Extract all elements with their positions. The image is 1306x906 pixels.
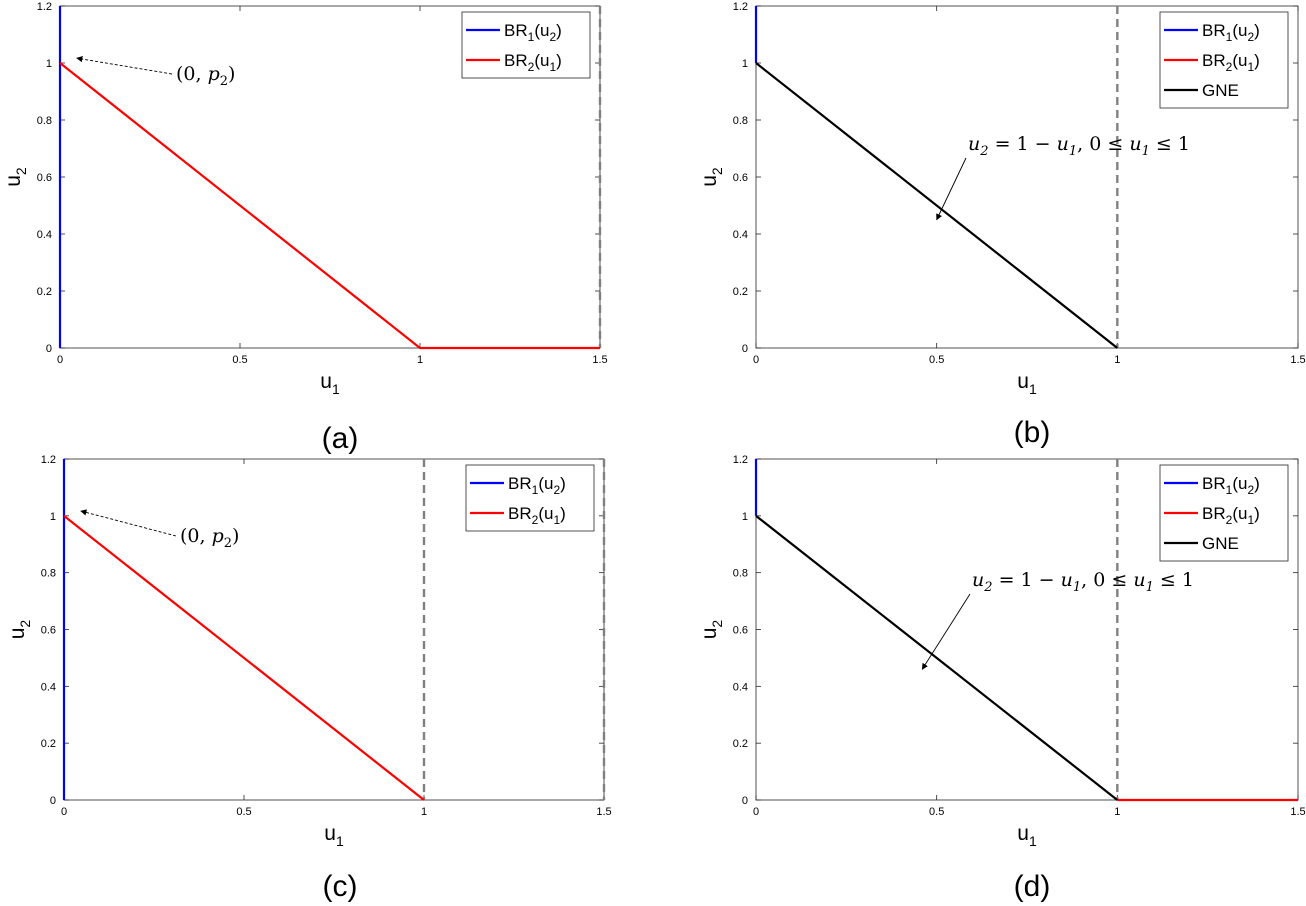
x-tick-label: 1.5 xyxy=(596,806,611,818)
legend-entry: BR1(u2) xyxy=(1202,474,1260,497)
series-line-gne xyxy=(755,62,1119,349)
panel-b: 0 0.5 1 1.5 0 0.2 0.4 0.6 0.8 1 1.2 u1 u2 BR1(u2) BR2(… xyxy=(698,1,1306,449)
y-tick-label: 0.2 xyxy=(733,286,748,298)
legend-entry: BR2(u1) xyxy=(1202,51,1260,74)
legend-entry: BR1(u2) xyxy=(1202,21,1260,44)
panel-c: 0 0.5 1 1.5 0 0.2 0.4 0.6 0.8 1 1.2 u1 u2 BR1(u2) BR2(… xyxy=(6,454,612,903)
x-tick-label: 0 xyxy=(753,354,759,366)
series-line-br2-u1- xyxy=(59,62,600,350)
x-tick-label: 0.5 xyxy=(236,806,251,818)
panel-caption: (c) xyxy=(323,870,358,903)
series-line-gne xyxy=(755,514,1119,801)
legend-entry: BR2(u1) xyxy=(504,51,562,74)
y-axis-label: u2 xyxy=(698,167,725,187)
legend-entry: BR2(u1) xyxy=(1202,504,1260,527)
y-tick-label: 0.2 xyxy=(41,738,56,750)
y-tick-label: 0.4 xyxy=(733,229,748,241)
y-tick-label: 0.6 xyxy=(37,172,52,184)
y-tick-label: 0 xyxy=(742,343,748,355)
y-axis-label: u2 xyxy=(698,620,725,640)
y-tick-label: 0.8 xyxy=(733,115,748,127)
legend-entry: GNE xyxy=(1202,81,1239,100)
panel-a: 0 0.5 1 1.5 0 0.2 0.4 0.6 0.8 1 1.2 u1 u2 BR1(u2) BR2(… xyxy=(2,1,608,455)
x-tick-label: 0 xyxy=(61,806,67,818)
x-tick-label: 1 xyxy=(1114,806,1120,818)
x-tick-label: 1 xyxy=(417,354,423,366)
y-tick-label: 0.4 xyxy=(733,681,748,693)
y-tick-label: 0.6 xyxy=(41,625,56,637)
x-axis-label: u1 xyxy=(320,370,340,397)
x-tick-label: 0 xyxy=(57,354,63,366)
y-tick-label: 0 xyxy=(46,343,52,355)
legend-entry: BR1(u2) xyxy=(508,474,566,497)
legend-entry: BR1(u2) xyxy=(504,21,562,44)
y-tick-label: 1 xyxy=(50,511,56,523)
x-tick-label: 1 xyxy=(1114,354,1120,366)
panel-caption: (d) xyxy=(1014,870,1051,903)
panel-d: 0 0.5 1 1.5 0 0.2 0.4 0.6 0.8 1 1.2 u1 u2 BR1(u2) BR2(… xyxy=(698,454,1306,903)
x-axis-label: u1 xyxy=(1017,370,1037,397)
y-tick-label: 1.2 xyxy=(733,1,748,13)
y-tick-label: 1 xyxy=(46,58,52,70)
annotation-arrow xyxy=(76,55,173,75)
y-tick-label: 1 xyxy=(742,58,748,70)
legend-entry: BR2(u1) xyxy=(508,504,566,527)
y-tick-label: 0.6 xyxy=(733,172,748,184)
equation-annotation: u2 = 1 − u1, 0 ≤ u1 ≤ 1 xyxy=(972,569,1194,595)
y-axis-label: u2 xyxy=(6,620,33,640)
y-tick-label: 0.4 xyxy=(37,229,52,241)
panel-caption: (a) xyxy=(322,422,359,455)
x-tick-label: 1.5 xyxy=(1290,806,1305,818)
y-tick-label: 0.2 xyxy=(733,738,748,750)
y-tick-label: 0.6 xyxy=(733,625,748,637)
y-tick-label: 0.8 xyxy=(37,115,52,127)
y-tick-label: 0.8 xyxy=(733,568,748,580)
y-tick-label: 0.4 xyxy=(41,681,56,693)
x-tick-label: 1.5 xyxy=(592,354,607,366)
y-tick-label: 1.2 xyxy=(37,1,52,13)
annotation-arrow xyxy=(80,509,177,537)
x-axis-label: u1 xyxy=(324,822,344,849)
point-annotation: (0, p2) xyxy=(176,63,235,89)
legend-entry: GNE xyxy=(1202,534,1239,553)
x-tick-label: 1 xyxy=(421,806,427,818)
y-tick-label: 1 xyxy=(742,511,748,523)
y-tick-label: 0 xyxy=(742,795,748,807)
annotation-arrow xyxy=(936,157,967,221)
x-tick-label: 0.5 xyxy=(232,354,247,366)
y-tick-label: 1.2 xyxy=(41,454,56,466)
x-tick-label: 0 xyxy=(753,806,759,818)
panel-caption: (b) xyxy=(1014,416,1051,449)
x-axis-label: u1 xyxy=(1017,822,1037,849)
equation-annotation: u2 = 1 − u1, 0 ≤ u1 ≤ 1 xyxy=(968,133,1190,159)
series-line-br2-u1- xyxy=(63,514,425,801)
legend-box xyxy=(461,11,591,79)
x-tick-label: 0.5 xyxy=(929,806,944,818)
annotation-arrow xyxy=(921,593,971,670)
x-tick-label: 0.5 xyxy=(929,354,944,366)
y-tick-label: 0.2 xyxy=(37,286,52,298)
x-tick-label: 1.5 xyxy=(1290,354,1305,366)
y-tick-label: 0 xyxy=(50,795,56,807)
y-tick-label: 1.2 xyxy=(733,454,748,466)
point-annotation: (0, p2) xyxy=(180,525,239,551)
legend-box xyxy=(465,464,595,532)
y-axis-label: u2 xyxy=(2,167,29,187)
y-tick-label: 0.8 xyxy=(41,568,56,580)
